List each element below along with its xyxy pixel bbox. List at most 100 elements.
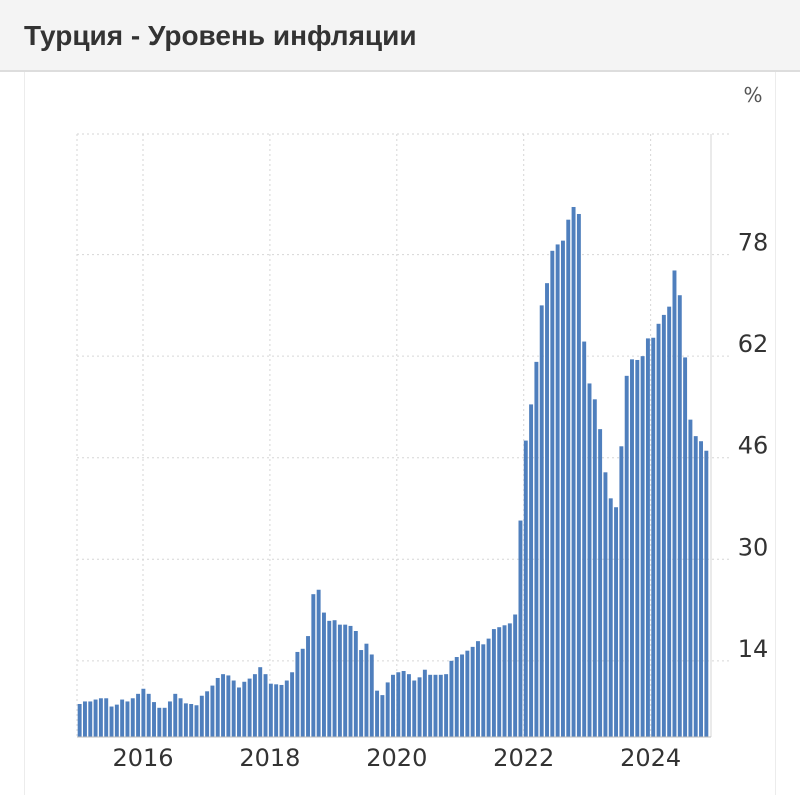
- bar-2024-03: [661, 314, 666, 737]
- bar-2019-11: [385, 682, 390, 737]
- bar-2020-11: [449, 660, 454, 737]
- chart-header: Турция - Уровень инфляции: [0, 0, 800, 72]
- bar-2015-11: [130, 698, 135, 737]
- bar-2022-10: [571, 206, 576, 738]
- bar-2022-02: [529, 404, 534, 737]
- bar-2018-11: [321, 612, 326, 737]
- bar-2021-01: [460, 654, 465, 737]
- bar-2023-12: [645, 338, 650, 737]
- bar-2017-07: [237, 687, 241, 737]
- bar-2016-05: [162, 707, 167, 737]
- bar-2015-07: [109, 706, 114, 737]
- bar-2019-05: [353, 631, 358, 737]
- bar-2019-10: [380, 695, 385, 737]
- bar-2022-05: [545, 283, 549, 737]
- x-tick-label-2022: 2022: [493, 744, 554, 772]
- bar-2024-10: [699, 441, 703, 737]
- bar-2017-08: [242, 681, 247, 737]
- bar-2021-05: [481, 644, 486, 737]
- y-tick-label-62: 62: [738, 330, 769, 358]
- bar-2017-06: [231, 680, 236, 737]
- bar-2018-09: [311, 594, 316, 737]
- bar-2021-09: [502, 625, 507, 737]
- inflation-bar-chart: 14 30 46 62 78 2016 2018 2020 2022 2024%: [76, 83, 769, 772]
- bar-2018-05: [290, 672, 295, 737]
- bar-2023-01: [587, 383, 592, 737]
- bar-2015-09: [120, 699, 125, 737]
- bar-2020-09: [438, 674, 443, 737]
- chart-panel: 14 30 46 62 78 2016 2018 2020 2022 2024%: [24, 72, 776, 795]
- bar-2021-10: [507, 623, 512, 737]
- bar-2024-09: [693, 436, 698, 737]
- y-axis-unit-label: %: [743, 83, 762, 107]
- bar-2023-06: [614, 507, 619, 737]
- bar-2020-10: [444, 674, 449, 737]
- bar-2023-02: [592, 399, 597, 737]
- bar-2018-02: [274, 684, 279, 737]
- bar-2015-02: [83, 701, 87, 737]
- bar-2017-11: [258, 667, 263, 737]
- bar-2024-06: [677, 295, 682, 737]
- bar-2020-01: [396, 672, 401, 737]
- bar-2018-06: [295, 651, 300, 737]
- bar-2016-12: [199, 695, 204, 737]
- bar-2021-12: [518, 520, 523, 737]
- bar-2016-11: [194, 705, 199, 737]
- bar-2019-06: [359, 650, 364, 737]
- bar-2022-01: [523, 440, 528, 737]
- x-tick-label-2024: 2024: [620, 744, 681, 772]
- bar-2018-01: [268, 683, 273, 737]
- bar-2024-08: [688, 419, 693, 737]
- bar-2015-12: [136, 693, 141, 737]
- bar-2020-02: [401, 670, 406, 737]
- bar-2020-06: [422, 669, 427, 737]
- bar-2017-10: [252, 674, 257, 737]
- bar-2023-08: [624, 375, 629, 737]
- bar-2015-03: [88, 701, 93, 737]
- bar-2020-03: [406, 674, 411, 737]
- bar-2020-08: [433, 674, 438, 737]
- bar-2018-10: [316, 589, 321, 737]
- bar-2023-07: [619, 446, 624, 737]
- bar-2023-04: [603, 472, 608, 737]
- bar-2019-07: [364, 643, 369, 737]
- bar-2023-05: [608, 498, 613, 737]
- bar-2020-05: [417, 677, 422, 737]
- bar-2015-01: [77, 703, 82, 737]
- bar-2019-04: [348, 625, 353, 737]
- x-tick-label-2018: 2018: [239, 744, 300, 772]
- bar-2019-02: [337, 624, 342, 737]
- bar-2024-02: [656, 323, 661, 737]
- bar-2022-12: [582, 341, 587, 737]
- bar-2020-04: [412, 680, 417, 737]
- bar-2016-08: [178, 698, 183, 737]
- bar-2022-07: [555, 244, 560, 737]
- bar-2020-07: [428, 674, 433, 737]
- bar-2016-02: [146, 693, 151, 737]
- y-tick-label-46: 46: [738, 432, 769, 460]
- bar-2016-03: [152, 702, 156, 737]
- bar-2019-03: [343, 624, 348, 737]
- bar-2023-09: [630, 359, 634, 737]
- bar-2021-06: [486, 638, 491, 737]
- bar-2015-10: [125, 701, 130, 737]
- bar-2021-04: [476, 641, 480, 737]
- bar-2019-09: [375, 690, 380, 737]
- bar-2017-03: [215, 677, 220, 737]
- bar-2024-11: [704, 450, 709, 737]
- bar-2024-07: [683, 357, 688, 737]
- y-tick-label-14: 14: [738, 635, 769, 663]
- bar-2024-05: [672, 270, 677, 737]
- bar-2023-03: [598, 429, 603, 737]
- bar-2015-08: [114, 704, 119, 737]
- bar-2024-01: [651, 337, 656, 737]
- bar-2017-01: [205, 691, 210, 737]
- bar-2016-01: [141, 688, 146, 737]
- x-tick-label-2020: 2020: [366, 744, 427, 772]
- bar-2016-07: [173, 693, 178, 737]
- bar-2018-12: [327, 620, 332, 737]
- bar-2018-03: [279, 684, 284, 737]
- bar-2016-10: [189, 703, 194, 737]
- bar-2023-10: [635, 359, 640, 737]
- bar-2020-12: [454, 657, 459, 737]
